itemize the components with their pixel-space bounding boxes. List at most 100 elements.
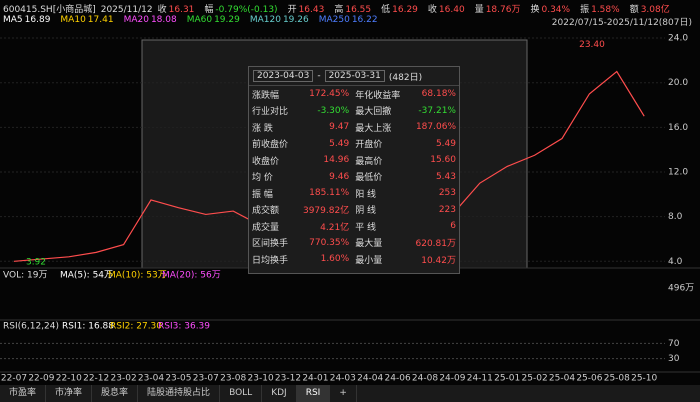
stats-table: 涨跌幅 172.45% 年化收益率 68.18% 行业对比 -3.30% 最大回撤 -37.2… xyxy=(249,86,459,268)
stat-label: 日均换手 xyxy=(252,255,289,266)
field-value: 1.58% xyxy=(591,5,620,15)
code: 600415.SH[小商品城] xyxy=(3,5,96,15)
days: (482日) xyxy=(388,72,423,83)
tab[interactable]: 陆股通持股占比 xyxy=(138,385,221,402)
stats-row: 均 价 9.46 最低价 5.43 xyxy=(249,169,459,186)
y-tick-label: 4.0 xyxy=(668,257,683,267)
ma-label: MA60 xyxy=(186,15,213,25)
tab[interactable]: 市盈率 xyxy=(0,385,47,402)
y-tick-label: 16.0 xyxy=(668,123,688,133)
stats-row: 前收盘价 5.49 开盘价 5.49 xyxy=(249,136,459,153)
x-tick-label: 25-01 xyxy=(494,374,520,384)
x-tick-label: 25-10 xyxy=(631,374,657,384)
ma-line: MA5 16.89 MA10 17.41 MA20 18.08 MA60 19.29 MA120… xyxy=(3,15,388,25)
ma-value: 17.41 xyxy=(87,15,114,25)
field-value: 16.31 xyxy=(168,5,195,15)
x-tick-label: 25-04 xyxy=(549,374,575,384)
rsi-label: RSI(6,12,24) xyxy=(3,322,59,332)
stat-label: 最低价 xyxy=(355,173,383,184)
price-annotation: 3.92 xyxy=(26,258,46,268)
end-date[interactable]: 2025-03-31 xyxy=(324,70,385,82)
stat-value: 223 xyxy=(438,204,456,215)
x-tick-label: 23-04 xyxy=(138,374,164,384)
field-label: 幅 xyxy=(204,5,214,15)
field-label: 低 xyxy=(381,5,391,15)
stats-row: 行业对比 -3.30% 最大回撤 -37.21% xyxy=(249,103,459,120)
x-tick-label: 23-12 xyxy=(275,374,301,384)
x-tick-label: 22-09 xyxy=(28,374,54,384)
stat-label: 行业对比 xyxy=(252,107,289,118)
field-label: 高 xyxy=(334,5,344,15)
stats-row: 成交量 4.21亿平 线 6 xyxy=(249,218,459,235)
stat-value: 10.42万 xyxy=(421,255,456,266)
field-label: 开 xyxy=(287,5,297,15)
field-label: 振 xyxy=(580,5,590,15)
field-value: 16.40 xyxy=(438,5,465,15)
stat-label: 收盘价 xyxy=(252,156,280,167)
quote-field: 额 3.08亿 xyxy=(630,5,675,15)
field-value: 3.08亿 xyxy=(640,5,670,15)
tab[interactable]: KDJ xyxy=(262,385,297,402)
field-label: 收 xyxy=(157,5,167,15)
ma-value: 18.08 xyxy=(150,15,177,25)
x-tick-label: 24-04 xyxy=(357,374,383,384)
vol-ma5: MA(5): 54万 xyxy=(60,271,113,281)
start-date[interactable]: 2023-04-03 xyxy=(253,70,314,82)
quote-field: 收 16.31 xyxy=(158,5,200,15)
x-tick-label: 22-07 xyxy=(1,374,27,384)
vol-axis: 496万 xyxy=(668,284,694,294)
stat-label: 区间换手 xyxy=(252,239,289,250)
tab[interactable]: 股息率 xyxy=(92,385,139,402)
stat-value: 68.18% xyxy=(421,89,456,100)
y-tick-label: 12.0 xyxy=(668,168,688,178)
stats-row: 涨跌幅 172.45% 年化收益率 68.18% xyxy=(249,86,459,103)
stat-value: 185.11% xyxy=(309,188,350,199)
field-value: 16.29 xyxy=(392,5,418,15)
stat-label: 振 幅 xyxy=(252,189,273,200)
ma-item: MA10 17.41 xyxy=(60,15,118,25)
stat-value: 187.06% xyxy=(415,122,456,133)
stats-row: 涨 跌 9.47 最大上涨 187.06% xyxy=(249,119,459,136)
x-tick-label: 24-06 xyxy=(385,374,411,384)
tab[interactable]: RSI xyxy=(296,385,331,402)
field-label: 额 xyxy=(629,5,639,15)
stats-row: 振 幅 185.11% 阳 线 253 xyxy=(249,185,459,202)
stat-value: 9.46 xyxy=(329,171,350,182)
stat-label: 均 价 xyxy=(252,173,273,184)
vol-ma20: MA(20): 56万 xyxy=(162,271,221,281)
ma-value: 19.29 xyxy=(214,15,240,25)
interval-stats-popup: 2023-04-03-2025-03-31 (482日) 涨跌幅 172.45% 年化… xyxy=(248,66,460,274)
vol-label: VOL: 19万 xyxy=(3,271,47,281)
x-tick-label: 23-05 xyxy=(165,374,191,384)
x-tick-label: 24-08 xyxy=(412,374,438,384)
x-tick-label: 23-02 xyxy=(111,374,137,384)
ma-item: MA5 16.89 xyxy=(3,15,55,25)
x-tick-label: 25-06 xyxy=(576,374,602,384)
tab[interactable]: + xyxy=(330,385,357,402)
stat-value: 770.35% xyxy=(309,237,350,248)
stat-label: 阳 线 xyxy=(355,189,377,200)
ma-label: MA5 xyxy=(3,15,23,25)
x-tick-label: 23-08 xyxy=(220,374,246,384)
ma-label: MA250 xyxy=(318,15,350,25)
stat-value: 172.45% xyxy=(309,89,350,100)
tab[interactable]: BOLL xyxy=(220,385,263,402)
ma-value: 16.89 xyxy=(24,15,51,25)
price-annotation: 23.40 xyxy=(579,40,605,50)
field-label: 量 xyxy=(474,5,484,15)
quote-line: 600415.SH[小商品城] 2025/11/12 收 16.31 幅 -0.79%(-… xyxy=(3,2,680,15)
indicator-tabs: 市盈率 市净率 股息率 陆股通持股占比 BOLL KDJ RSI + xyxy=(0,385,700,402)
stats-row: 成交额 3979.82亿阴 线 223 xyxy=(249,202,459,219)
stat-label: 年化收益率 xyxy=(355,90,401,101)
ma-label: MA120 xyxy=(249,15,281,25)
tab[interactable]: 市净率 xyxy=(46,385,93,402)
x-tick-label: 22-12 xyxy=(83,374,109,384)
y-tick-label: 8.0 xyxy=(668,212,683,222)
x-tick-label: 25-08 xyxy=(604,374,630,384)
stat-label: 最高价 xyxy=(355,156,383,167)
quote-field: 幅 -0.79%(-0.13) xyxy=(204,5,282,15)
ma-item: MA20 18.08 xyxy=(124,15,182,25)
x-tick-label: 23-10 xyxy=(248,374,274,384)
x-tick-label: 24-01 xyxy=(302,374,328,384)
